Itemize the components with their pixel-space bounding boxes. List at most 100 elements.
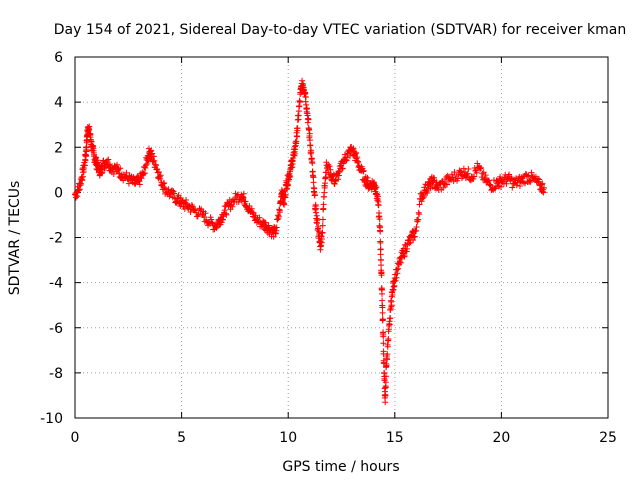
data-point-dense <box>462 174 469 181</box>
data-point-dense <box>165 186 172 193</box>
data-point-dense <box>307 142 314 149</box>
data-point-dense <box>384 351 391 358</box>
data-point-dense <box>401 252 408 259</box>
data-point-dense <box>473 169 480 176</box>
axis-ticks <box>74 56 609 419</box>
data-point-dense <box>294 125 301 132</box>
data-point-dense <box>504 176 511 183</box>
x-tick-label: 25 <box>599 430 617 446</box>
data-point <box>377 257 384 264</box>
data-point-dense <box>249 209 256 216</box>
data-point-dense <box>388 302 395 309</box>
data-point-dense <box>311 191 318 198</box>
data-point-dense <box>418 198 425 205</box>
data-point-dense <box>374 193 381 200</box>
data-point-dense <box>389 291 396 298</box>
data-point-dense <box>123 169 130 176</box>
y-tick-labels: -10 -8 -6 -4 -2 0 2 4 6 <box>40 50 63 427</box>
data-point <box>523 173 530 180</box>
data-point-dense <box>525 172 532 179</box>
data-point-dense <box>380 340 387 347</box>
data-point-dense <box>313 205 320 212</box>
x-tick-label: 0 <box>71 430 80 446</box>
data-point-dense <box>485 177 492 184</box>
data-point-dense <box>111 162 118 169</box>
data-point-dense <box>509 184 516 191</box>
data-point-dense <box>352 149 359 156</box>
data-point-dense <box>293 138 300 145</box>
data-point-dense <box>377 228 384 235</box>
data-point-dense <box>406 240 413 247</box>
data-point-dense <box>413 224 420 231</box>
x-axis-label: GPS time / hours <box>282 459 399 475</box>
data-point-dense <box>171 195 178 202</box>
data-point-dense <box>256 214 263 221</box>
data-point-dense <box>492 184 499 191</box>
data-point-dense <box>308 149 315 156</box>
data-point-dense <box>310 174 317 181</box>
data-point-dense <box>306 137 313 144</box>
data-point <box>161 184 168 191</box>
data-point-dense <box>262 219 269 226</box>
data-markers <box>72 77 548 406</box>
data-point-dense <box>276 209 283 216</box>
data-point-dense <box>296 99 303 106</box>
data-point-dense <box>181 205 188 212</box>
data-point-dense <box>142 162 149 169</box>
data-point-dense <box>451 169 458 176</box>
data-point-dense <box>157 172 164 179</box>
data-point-dense <box>539 180 546 187</box>
grid-lines <box>75 57 608 418</box>
data-point-dense <box>503 180 510 187</box>
data-point-dense <box>282 191 289 198</box>
data-point-dense <box>181 200 188 207</box>
data-point-dense <box>379 309 386 316</box>
plot-frame <box>74 56 609 419</box>
data-point-dense <box>223 211 230 218</box>
data-point-dense <box>81 162 88 169</box>
data-point-dense <box>188 201 195 208</box>
y-tick-label: -2 <box>49 231 63 247</box>
data-point-dense <box>195 211 202 218</box>
data-point-dense <box>265 222 272 229</box>
y-tick-label: 2 <box>54 140 63 156</box>
data-point-dense <box>93 154 100 161</box>
x-tick-label: 10 <box>279 430 297 446</box>
y-tick-label: 6 <box>54 50 63 66</box>
y-axis-label: SDTVAR / TECUs <box>7 181 23 296</box>
data-point-dense <box>383 362 390 369</box>
data-point-dense <box>171 190 178 197</box>
data-point-dense <box>77 182 84 189</box>
data-point <box>385 336 392 343</box>
data-point-dense <box>416 211 423 218</box>
data-point-dense <box>106 161 113 168</box>
data-point-dense <box>320 201 327 208</box>
data-point-dense <box>79 177 86 184</box>
data-point-dense <box>497 183 504 190</box>
y-tick-label: -4 <box>49 276 63 292</box>
data-point-dense <box>76 186 83 193</box>
data-point-dense <box>424 189 431 196</box>
data-point-dense <box>189 203 196 210</box>
data-point <box>336 169 343 176</box>
data-point-dense <box>394 270 401 277</box>
data-point-dense <box>294 133 301 140</box>
x-tick-label: 20 <box>492 430 510 446</box>
data-point-dense <box>314 216 321 223</box>
data-point-dense <box>86 123 93 130</box>
data-point-dense <box>425 186 432 193</box>
x-tick-label: 5 <box>177 430 186 446</box>
data-point-dense <box>444 181 451 188</box>
data-point-dense <box>478 164 485 171</box>
x-tick-label: 15 <box>386 430 404 446</box>
data-point-dense <box>382 392 389 399</box>
data-point-dense <box>534 175 541 182</box>
data-point <box>379 290 386 297</box>
data-point-dense <box>287 173 294 180</box>
data-point-dense <box>380 333 387 340</box>
data-point-dense <box>379 316 386 323</box>
data-point-dense <box>88 138 95 145</box>
data-point-dense <box>382 379 389 386</box>
data-point-dense <box>305 116 312 123</box>
data-point-dense <box>234 192 241 199</box>
